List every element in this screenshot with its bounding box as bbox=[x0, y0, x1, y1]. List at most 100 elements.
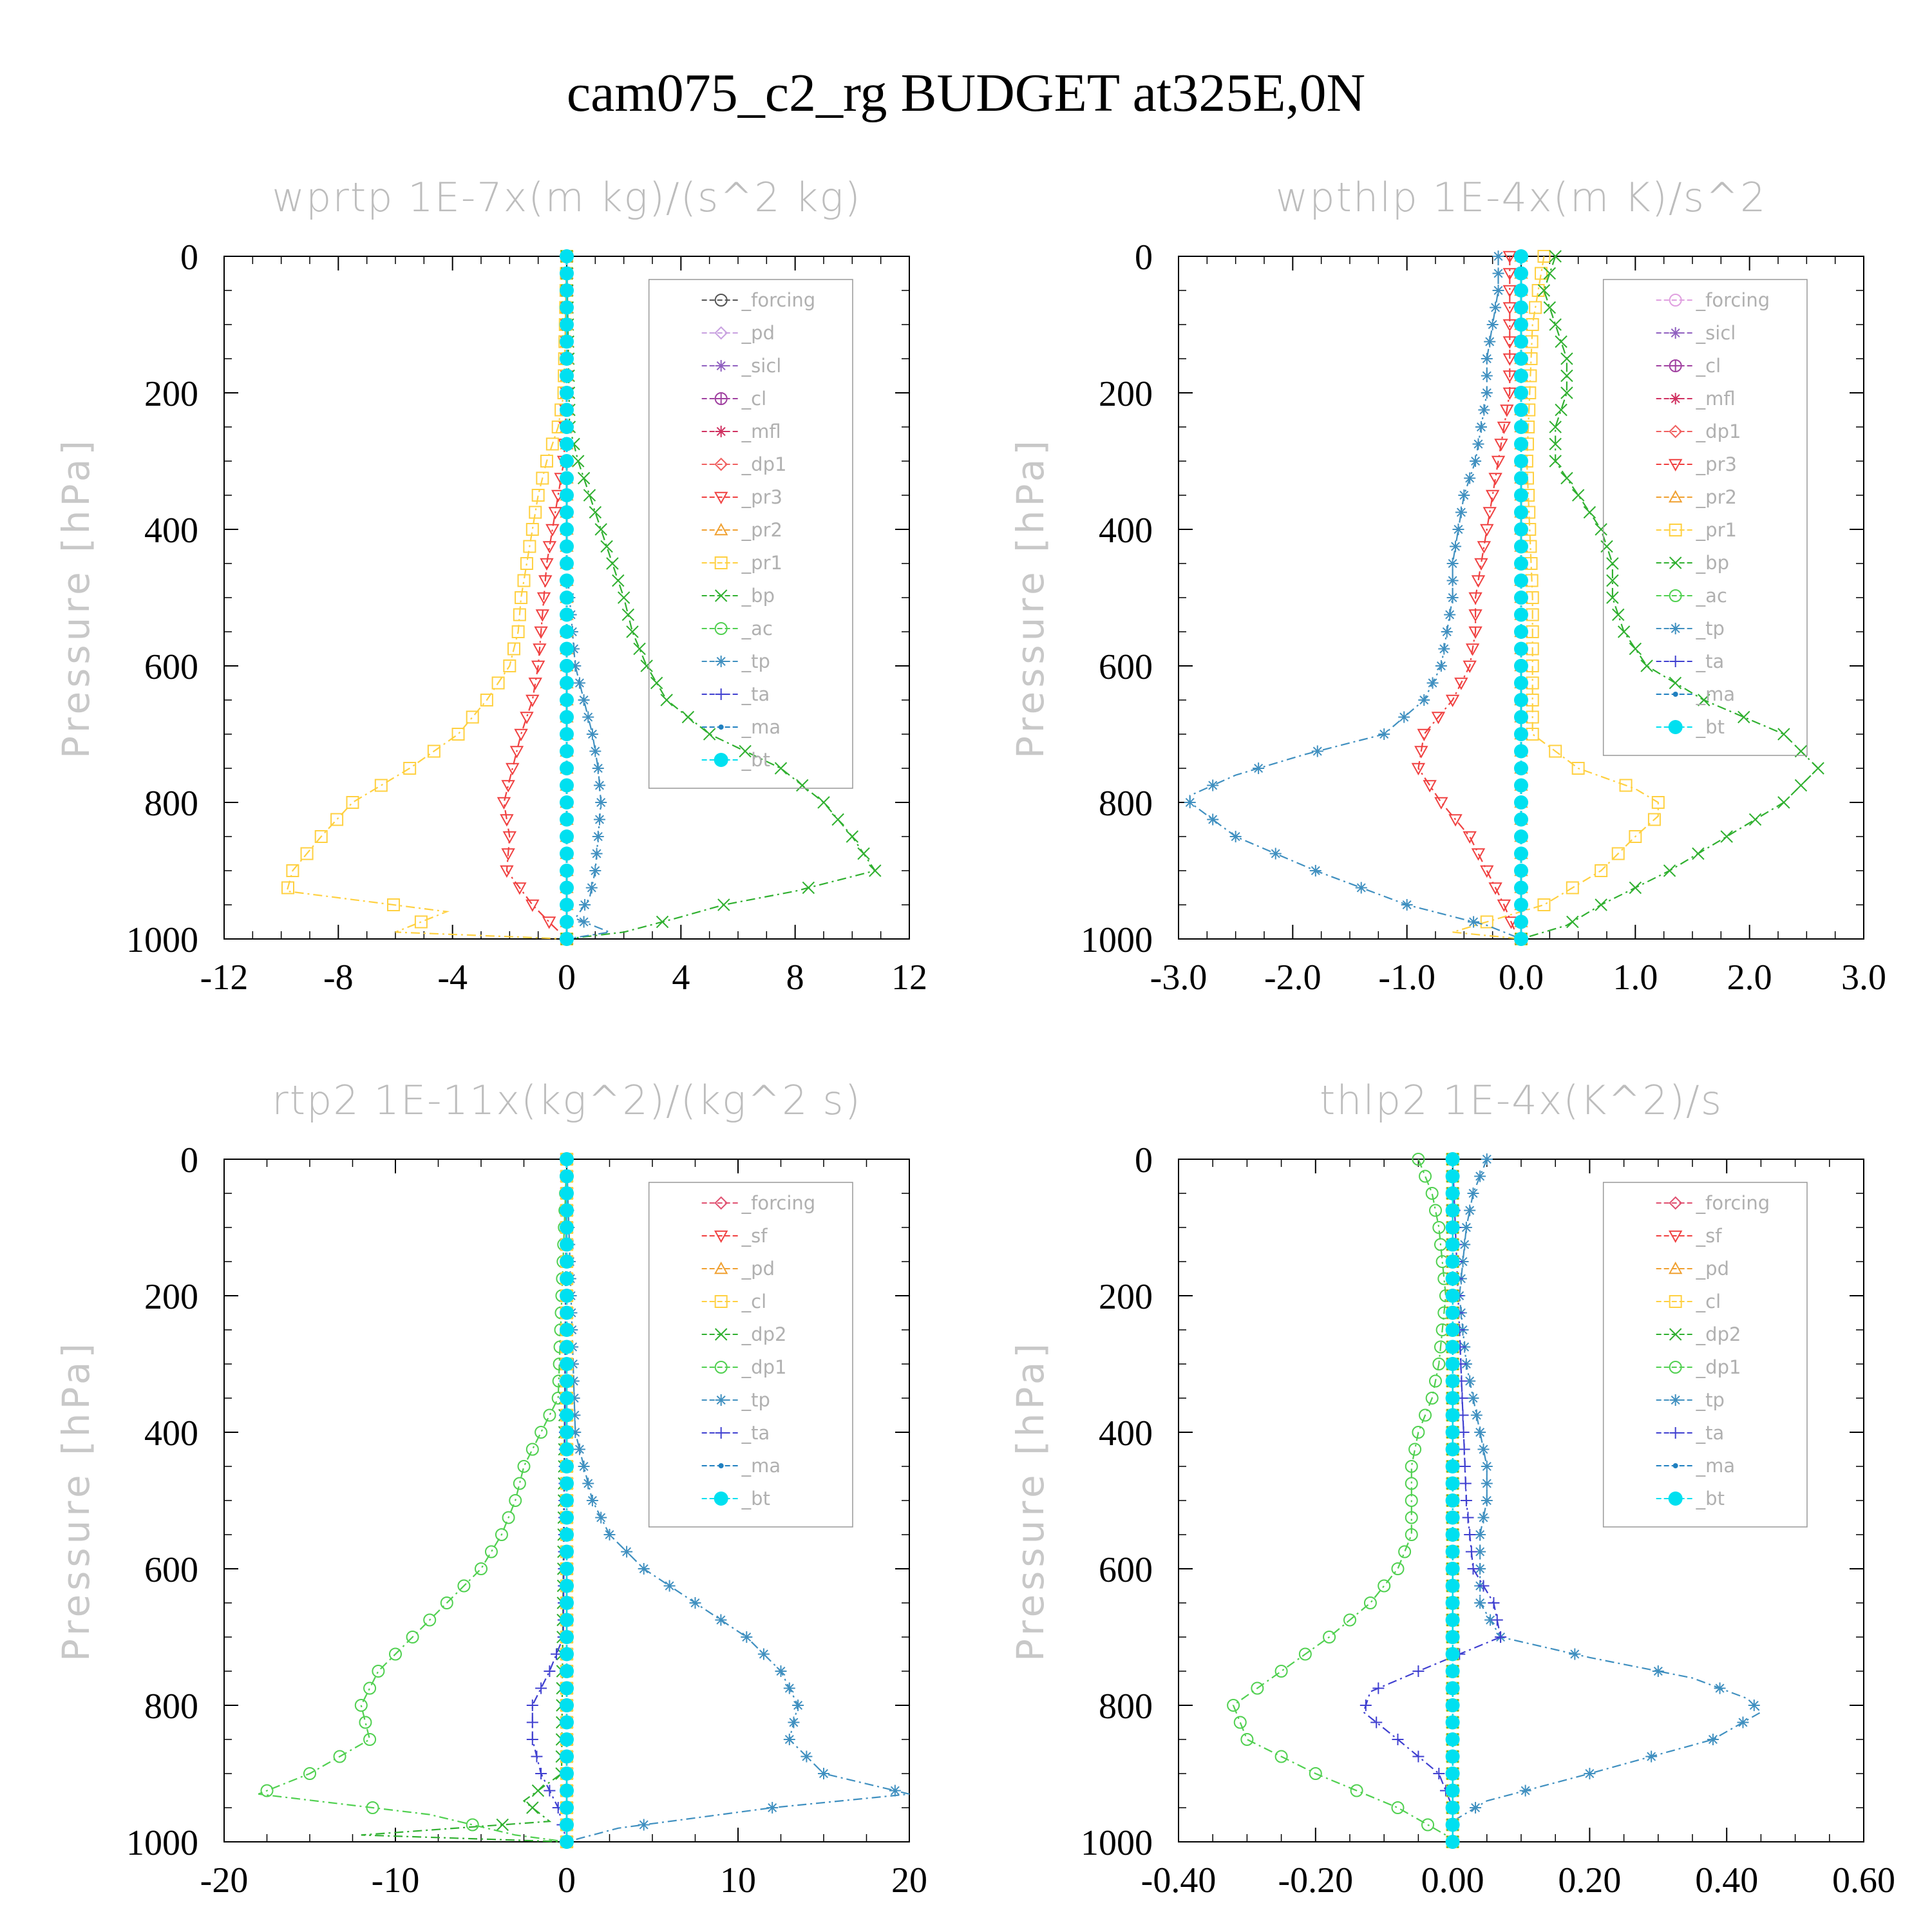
data-point bbox=[1445, 1203, 1460, 1218]
data-point bbox=[846, 830, 859, 843]
legend-marker bbox=[715, 1394, 727, 1406]
data-point bbox=[1519, 1785, 1531, 1797]
data-point bbox=[1514, 727, 1528, 741]
legend-entry: _bp bbox=[741, 585, 775, 607]
data-point bbox=[1470, 455, 1482, 467]
series-line bbox=[258, 1159, 568, 1843]
data-point bbox=[1470, 1802, 1482, 1814]
data-point bbox=[1445, 1647, 1460, 1662]
data-point bbox=[650, 676, 663, 690]
data-point bbox=[1474, 558, 1488, 571]
data-point bbox=[1514, 352, 1528, 366]
data-point bbox=[535, 1426, 548, 1439]
legend-marker bbox=[714, 556, 728, 569]
data-point bbox=[545, 524, 560, 537]
data-point bbox=[1481, 370, 1493, 382]
data-point bbox=[560, 1783, 574, 1798]
data-point bbox=[560, 368, 574, 383]
data-point bbox=[1514, 693, 1528, 707]
data-point bbox=[500, 865, 514, 878]
legend-marker bbox=[714, 1328, 728, 1341]
legend-entry: _ta bbox=[1696, 650, 1725, 672]
chart-panel-1: wprtp 1E-7x(m kg)/(s^2 kg) Pressure [hPa]… bbox=[54, 174, 927, 998]
data-point bbox=[568, 643, 580, 655]
y-tick-label: 1000 bbox=[1081, 920, 1153, 960]
y-tick-label: 0 bbox=[180, 1141, 198, 1180]
data-point bbox=[560, 300, 574, 315]
data-point bbox=[1488, 473, 1502, 486]
plot-frame bbox=[1178, 1159, 1864, 1842]
data-point bbox=[560, 1528, 574, 1542]
legend-entry: _cl bbox=[741, 1291, 767, 1312]
data-point bbox=[1560, 369, 1573, 383]
panel-title: wprtp 1E-7x(m kg)/(s^2 kg) bbox=[272, 174, 861, 221]
data-point bbox=[387, 898, 401, 911]
data-point bbox=[517, 1460, 531, 1473]
data-point bbox=[526, 1734, 538, 1745]
data-point bbox=[766, 1802, 779, 1814]
data-point bbox=[573, 1443, 585, 1455]
data-point bbox=[1566, 915, 1579, 929]
data-point bbox=[533, 643, 547, 656]
x-tick-label: 2.0 bbox=[1727, 958, 1772, 998]
data-point bbox=[1492, 267, 1504, 279]
data-point bbox=[560, 727, 574, 741]
data-point bbox=[281, 881, 295, 895]
data-point bbox=[1549, 437, 1562, 451]
data-point bbox=[1514, 744, 1528, 759]
data-point bbox=[506, 762, 520, 776]
data-point bbox=[1207, 813, 1219, 826]
series-tp bbox=[1184, 251, 1527, 945]
data-point bbox=[1468, 916, 1480, 928]
data-point bbox=[560, 761, 574, 775]
data-point bbox=[560, 266, 574, 281]
data-point bbox=[1502, 370, 1517, 383]
data-point bbox=[1405, 1460, 1418, 1473]
data-point bbox=[1514, 420, 1528, 434]
data-point bbox=[1414, 746, 1428, 759]
data-point bbox=[1445, 1186, 1460, 1200]
data-point bbox=[1458, 489, 1470, 501]
data-point bbox=[501, 848, 515, 861]
legend-marker bbox=[714, 1492, 728, 1506]
legend-entry: _sicl bbox=[741, 355, 782, 377]
data-point bbox=[1629, 881, 1642, 895]
y-tick-label: 0 bbox=[1135, 238, 1153, 278]
data-point bbox=[1343, 1613, 1356, 1627]
data-point bbox=[560, 1698, 574, 1712]
legend-marker bbox=[1668, 1492, 1683, 1506]
y-axis-label: Pressure [hPa] bbox=[1009, 1340, 1052, 1662]
data-point bbox=[1514, 368, 1528, 383]
data-point bbox=[1464, 1375, 1476, 1387]
data-point bbox=[374, 779, 388, 792]
series-tp bbox=[561, 1153, 910, 1848]
data-point bbox=[1514, 625, 1528, 639]
data-point bbox=[585, 882, 598, 894]
data-point bbox=[1405, 1511, 1418, 1524]
data-point bbox=[560, 1596, 574, 1610]
legend-marker bbox=[718, 724, 724, 730]
legend-marker bbox=[714, 1295, 728, 1308]
series-bp bbox=[560, 250, 882, 945]
data-point bbox=[1514, 898, 1528, 912]
data-point bbox=[542, 541, 557, 554]
data-point bbox=[466, 1818, 479, 1832]
data-point bbox=[593, 813, 605, 826]
data-point bbox=[1405, 1477, 1418, 1490]
data-point bbox=[739, 744, 752, 758]
data-point bbox=[548, 507, 562, 520]
data-point bbox=[440, 1596, 453, 1609]
x-tick-label: 4 bbox=[672, 958, 690, 998]
legend-marker bbox=[1669, 359, 1682, 372]
legend-marker bbox=[1669, 1196, 1683, 1210]
data-point bbox=[1720, 830, 1733, 843]
legend-entry: _dp1 bbox=[741, 453, 787, 475]
legend-entry: _pd bbox=[1696, 1258, 1729, 1280]
data-point bbox=[591, 848, 603, 860]
legend-marker bbox=[715, 360, 727, 372]
data-point bbox=[1251, 1681, 1264, 1695]
data-point bbox=[1463, 660, 1477, 674]
data-point bbox=[572, 455, 585, 468]
data-point bbox=[1229, 831, 1242, 842]
data-point bbox=[1445, 1442, 1460, 1457]
